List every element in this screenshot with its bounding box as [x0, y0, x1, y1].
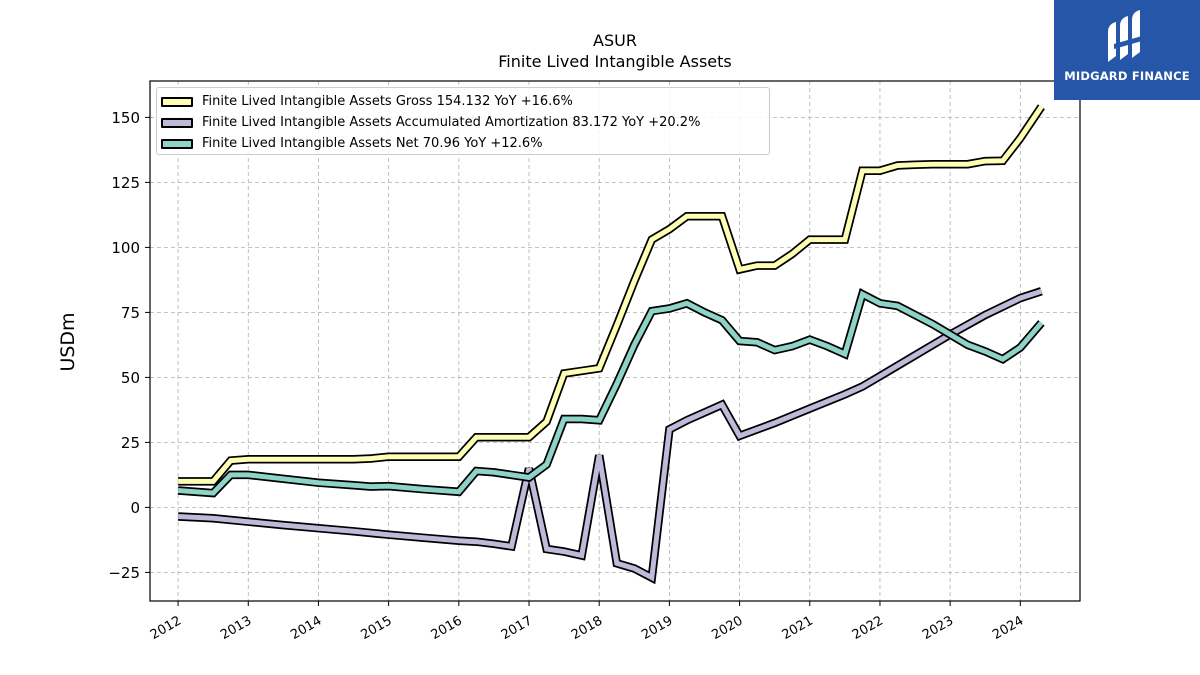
plot-frame — [149, 80, 1081, 602]
x-tick-label: 2023 — [920, 613, 956, 643]
legend-swatch-net — [161, 138, 193, 149]
x-tick-label: 2017 — [499, 613, 535, 643]
series-line-amortization — [177, 288, 1043, 582]
x-tick-label: 2021 — [780, 613, 816, 643]
y-tick-label: 75 — [121, 304, 140, 322]
y-tick-label: 50 — [121, 369, 140, 387]
legend-swatch-gross — [161, 96, 193, 107]
y-tick-label: 0 — [130, 499, 140, 517]
x-tick-label: 2018 — [569, 613, 605, 643]
y-axis-label: USDm — [57, 312, 79, 372]
x-tick-label: 2019 — [639, 613, 675, 643]
x-tick-label: 2016 — [429, 613, 465, 643]
x-tick-label: 2015 — [358, 613, 394, 643]
legend-swatch-amortization — [161, 117, 193, 128]
series-line-gross — [178, 105, 1044, 484]
midgard-logo-icon — [1108, 10, 1142, 62]
series-layer — [177, 104, 1045, 585]
logo-text: MIDGARD FINANCE — [1064, 69, 1190, 83]
x-tick-label: 2013 — [218, 613, 254, 643]
legend-item-gross: Finite Lived Intangible Assets Gross 154… — [161, 91, 769, 112]
legend-label-net: Finite Lived Intangible Assets Net 70.96… — [202, 136, 543, 151]
chart-subtitle: Finite Lived Intangible Assets — [498, 52, 732, 71]
legend: Finite Lived Intangible Assets Gross 154… — [156, 87, 770, 155]
legend-item-amortization: Finite Lived Intangible Assets Accumulat… — [161, 112, 769, 133]
y-tick-label: 150 — [111, 109, 140, 127]
midgard-finance-logo: MIDGARD FINANCE — [1054, 0, 1200, 100]
y-tick-label: 100 — [111, 239, 140, 257]
x-tick-label: 2020 — [709, 613, 745, 643]
y-tick-label: 125 — [111, 174, 140, 192]
x-tick-label: 2014 — [288, 613, 324, 643]
y-tick-label: 25 — [121, 434, 140, 452]
x-tick-label: 2012 — [148, 613, 184, 643]
legend-label-amortization: Finite Lived Intangible Assets Accumulat… — [202, 115, 701, 130]
y-tick-label: −25 — [108, 564, 140, 582]
x-tick-label: 2022 — [850, 613, 886, 643]
legend-label-gross: Finite Lived Intangible Assets Gross 154… — [202, 94, 573, 109]
chart-title: ASUR — [593, 31, 637, 50]
legend-item-net: Finite Lived Intangible Assets Net 70.96… — [161, 133, 769, 154]
series-line-net — [177, 290, 1044, 496]
x-tick-label: 2024 — [990, 613, 1026, 643]
